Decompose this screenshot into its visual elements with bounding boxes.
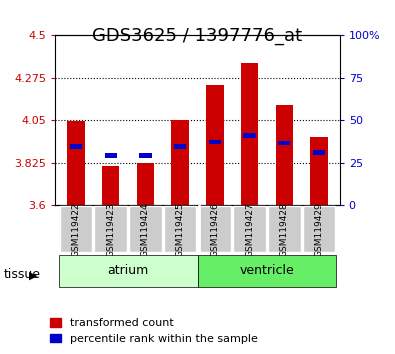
Bar bbox=[59, 255, 197, 287]
Text: ventricle: ventricle bbox=[239, 264, 294, 277]
Text: GDS3625 / 1397776_at: GDS3625 / 1397776_at bbox=[92, 27, 303, 45]
Bar bbox=[310, 137, 327, 205]
Bar bbox=[268, 206, 301, 252]
Bar bbox=[241, 63, 258, 205]
Bar bbox=[276, 105, 293, 205]
Bar bbox=[94, 206, 127, 252]
Bar bbox=[199, 206, 231, 252]
Bar bbox=[243, 133, 256, 138]
Text: GSM119425: GSM119425 bbox=[176, 202, 184, 257]
Bar bbox=[68, 121, 85, 205]
Bar bbox=[137, 163, 154, 205]
Text: GSM119426: GSM119426 bbox=[211, 202, 219, 257]
Bar bbox=[105, 153, 117, 158]
Bar bbox=[70, 144, 82, 149]
Bar bbox=[209, 140, 221, 144]
Bar bbox=[129, 206, 162, 252]
Bar bbox=[313, 150, 325, 155]
Bar bbox=[303, 206, 335, 252]
Bar bbox=[233, 206, 266, 252]
Legend: transformed count, percentile rank within the sample: transformed count, percentile rank withi… bbox=[45, 314, 262, 348]
Text: ▶: ▶ bbox=[29, 270, 38, 280]
Bar bbox=[60, 206, 92, 252]
Bar bbox=[102, 166, 119, 205]
Text: tissue: tissue bbox=[4, 268, 41, 281]
Text: GSM119422: GSM119422 bbox=[71, 202, 81, 257]
Bar bbox=[139, 153, 152, 158]
Text: GSM119427: GSM119427 bbox=[245, 202, 254, 257]
Text: atrium: atrium bbox=[107, 264, 149, 277]
Text: GSM119423: GSM119423 bbox=[106, 202, 115, 257]
Bar bbox=[164, 206, 196, 252]
Text: GSM119428: GSM119428 bbox=[280, 202, 289, 257]
Bar bbox=[198, 255, 336, 287]
Bar bbox=[206, 85, 224, 205]
Bar bbox=[278, 141, 290, 145]
Text: GSM119429: GSM119429 bbox=[314, 202, 324, 257]
Bar bbox=[174, 144, 186, 149]
Bar bbox=[171, 120, 189, 205]
Text: GSM119424: GSM119424 bbox=[141, 202, 150, 257]
